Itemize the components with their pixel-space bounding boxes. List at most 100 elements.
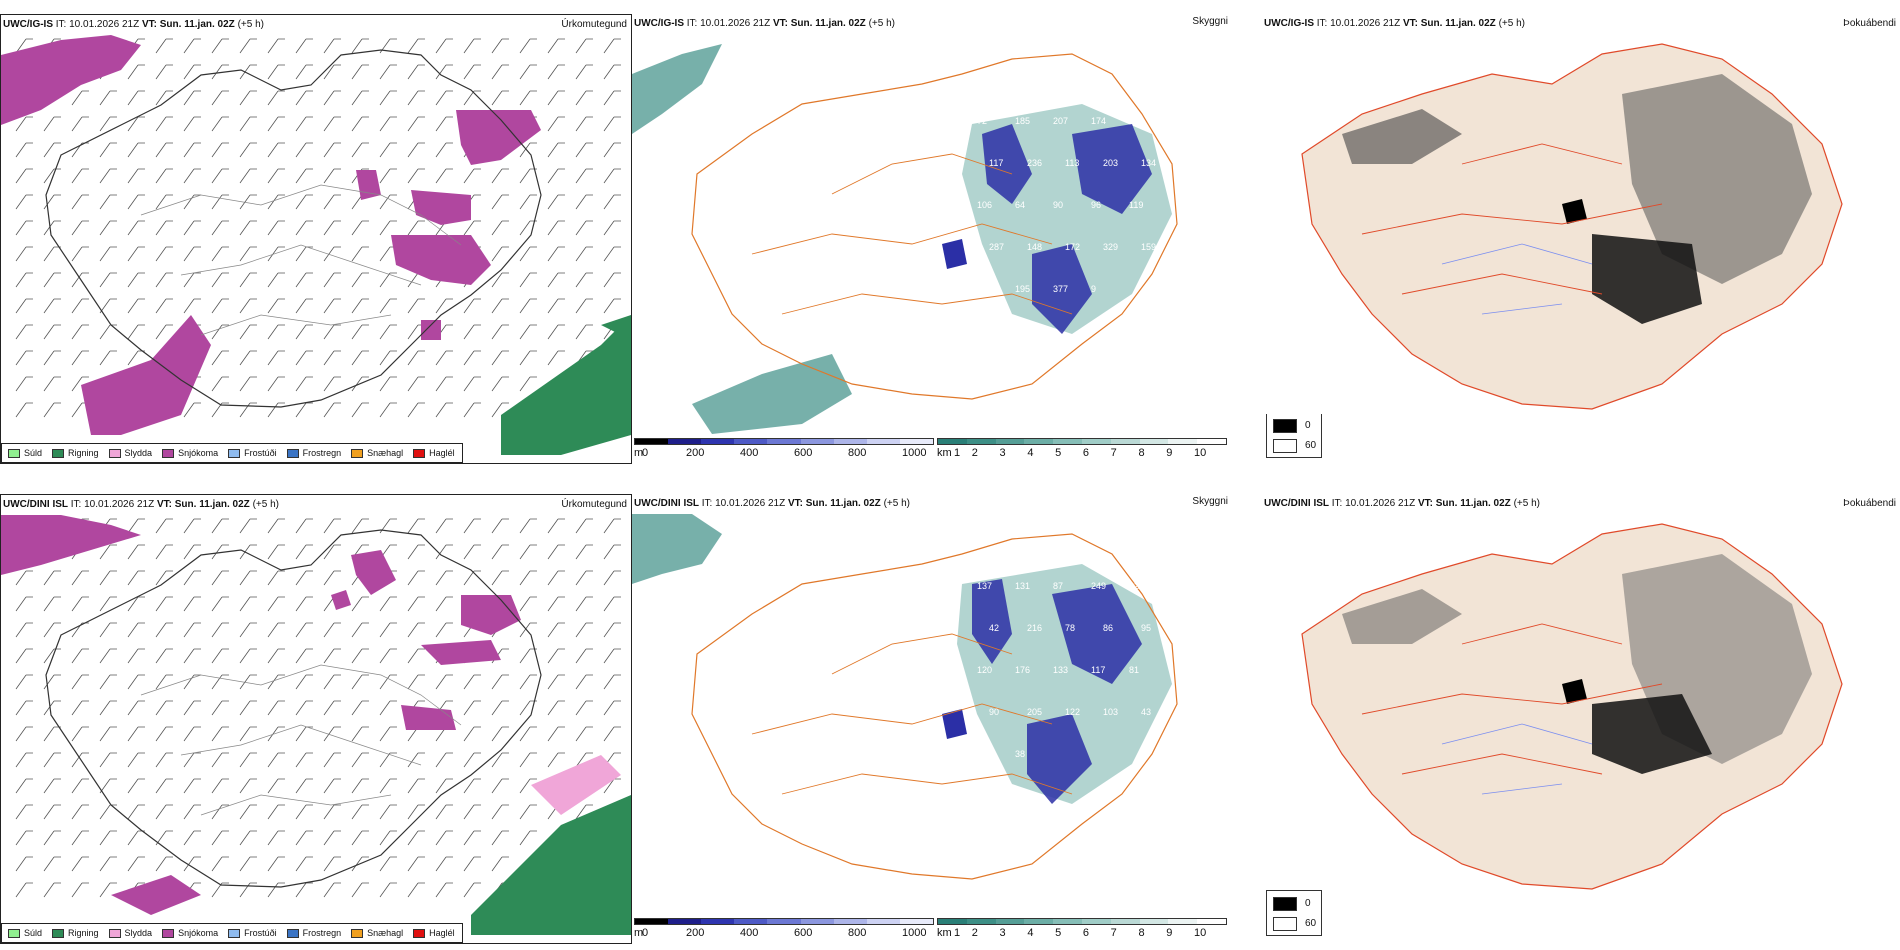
fog-title-row2: Þokuábendi (1843, 498, 1896, 509)
cloud-base-label: 329 (1103, 242, 1118, 252)
vis-scale-bar (937, 438, 1227, 445)
legend-item: Frostúði (228, 928, 277, 938)
scale-tick-label: 6 (1082, 927, 1089, 939)
cloud-map-row2: 137 131 87 249 22 42 216 78 86 95 120 176 133 117 81 90… (632, 514, 1178, 880)
fog-title: Þokuábendi (1843, 18, 1896, 29)
cloud-base-label: 249 (1091, 581, 1106, 591)
legend-label: Slydda (124, 928, 153, 938)
precip-map-row2 (1, 515, 631, 935)
scale-tick-label: 1000 (902, 447, 927, 459)
header-row1-precip: UWC/IG-IS IT: 10.01.2026 21Z VT: Sun. 11… (3, 19, 264, 30)
scale-tick-label: 2 (971, 447, 978, 459)
legend-label: Frostregn (302, 448, 342, 458)
cloud-base-label: 159 (1129, 116, 1144, 126)
header-row1-cloud: UWC/IG-IS IT: 10.01.2026 21Z VT: Sun. 11… (634, 18, 895, 29)
legend-swatch (108, 928, 121, 938)
scale-tick-label: 5 (1055, 927, 1062, 939)
scale-tick-label: 5 (1055, 447, 1062, 459)
cloud-base-label: 287 (989, 242, 1004, 252)
scale-tick-label: 4 (1027, 927, 1034, 939)
legend-label: Slydda (124, 448, 153, 458)
cloud-base-label: 72 (977, 116, 987, 126)
precip-legend: Súld Rigning Slydda Snjókoma Frostúði Frostre… (1, 443, 463, 463)
cloud-base-label: 81 (1129, 665, 1139, 675)
cloud-base-label: 9 (1091, 284, 1096, 294)
legend-item: Súld (8, 448, 42, 458)
scale-tick-label: 0 (642, 927, 649, 939)
cloud-base-label: 106 (977, 200, 992, 210)
precip-panel-row2: UWC/DINI ISL IT: 10.01.2026 21Z VT: Sun.… (0, 494, 632, 944)
cloud-base-label: 148 (1027, 242, 1042, 252)
cloud-base-label: 42 (989, 623, 999, 633)
legend-swatch (286, 928, 299, 938)
scale-tick-label: 1 (954, 447, 961, 459)
cloud-base-label: 174 (1091, 116, 1106, 126)
legend-swatch (228, 448, 241, 458)
legend-swatch (162, 928, 175, 938)
cloud-panel-row1: UWC/IG-IS IT: 10.01.2026 21Z VT: Sun. 11… (632, 14, 1232, 464)
legend-swatch (351, 928, 364, 938)
scale-tick-label: 2 (971, 927, 978, 939)
cloud-title-row2: Skyggni (1192, 496, 1228, 507)
vis-scale-unit: km (937, 447, 952, 459)
cloud-title: Skyggni (1192, 16, 1228, 27)
cloud-base-label: 371 (977, 749, 992, 759)
cloud-base-label: 207 (1053, 116, 1068, 126)
legend-swatch (351, 448, 364, 458)
cloud-base-label: 65 (977, 284, 987, 294)
legend-swatch (108, 448, 121, 458)
legend-item: Frostúði (228, 448, 277, 458)
legend-item: Slydda (108, 448, 153, 458)
cloud-base-label: 95 (1141, 623, 1151, 633)
fog-legend-row2: 0 60 (1266, 890, 1322, 936)
cloud-base-label: 87 (1053, 581, 1063, 591)
legend-item: Snjókoma (162, 448, 218, 458)
scale-tick-label: 400 (740, 927, 759, 939)
legend-label: Snæhagl (367, 448, 404, 458)
legend-swatch (52, 448, 65, 458)
legend-item: Rigning (52, 928, 99, 938)
legend-item: Frostregn (286, 448, 342, 458)
legend-swatch (162, 448, 175, 458)
fog-panel-row2: UWC/DINI ISL IT: 10.01.2026 21Z VT: Sun.… (1262, 494, 1900, 890)
header-row2-precip: UWC/DINI ISL IT: 10.01.2026 21Z VT: Sun.… (3, 499, 279, 510)
cloud-base-label: 216 (1027, 623, 1042, 633)
cloud-base-label: 113 (1065, 158, 1079, 168)
precip-legend-row2: Súld Rigning Slydda Snjókoma Frostúði Frostre… (1, 923, 463, 943)
cloud-base-label: 38 (1015, 749, 1025, 759)
legend-swatch (413, 928, 426, 938)
scale-tick-label: 9 (1166, 447, 1173, 459)
cloud-base-label: 43 (1141, 707, 1151, 717)
scale-tick-label: 10 (1194, 447, 1207, 459)
legend-label: Snæhagl (367, 928, 404, 938)
scale-tick-label: 600 (794, 447, 813, 459)
legend-label: Rigning (68, 448, 99, 458)
header-row2-cloud: UWC/DINI ISL IT: 10.01.2026 21Z VT: Sun.… (634, 498, 910, 509)
header-row2-fog: UWC/DINI ISL IT: 10.01.2026 21Z VT: Sun.… (1264, 498, 1540, 509)
cloud-base-label: 64 (1015, 200, 1025, 210)
scale-tick-label: 3 (999, 927, 1006, 939)
scale-tick-label: 200 (686, 447, 705, 459)
legend-label: Frostúði (244, 448, 277, 458)
cloud-base-label: 120 (977, 665, 992, 675)
cloud-base-label: 134 (1141, 158, 1156, 168)
legend-label: Haglél (429, 928, 455, 938)
height-scale-unit-row2: m (634, 927, 644, 939)
cloud-base-label: 96 (1091, 200, 1101, 210)
cloud-base-label: 90 (989, 707, 999, 717)
cloud-base-label: 377 (1053, 284, 1068, 294)
precip-title: Úrkomutegund (561, 19, 627, 30)
scale-tick-label: 600 (794, 927, 813, 939)
height-scale-bar (634, 438, 934, 445)
precip-title-row2: Úrkomutegund (561, 499, 627, 510)
precip-panel-row1: UWC/IG-IS IT: 10.01.2026 21Z VT: Sun. 11… (0, 14, 632, 464)
cloud-base-label: 117 (1091, 665, 1105, 675)
cloud-base-label: 205 (1027, 707, 1042, 717)
legend-item: Slydda (108, 928, 153, 938)
legend-item: Rigning (52, 448, 99, 458)
cloud-base-label: 133 (1053, 665, 1068, 675)
scale-tick-label: 10 (1194, 927, 1207, 939)
scale-tick-label: 8 (1138, 447, 1145, 459)
cloud-base-label: 90 (1053, 200, 1063, 210)
cloud-base-label: 78 (1065, 623, 1075, 633)
